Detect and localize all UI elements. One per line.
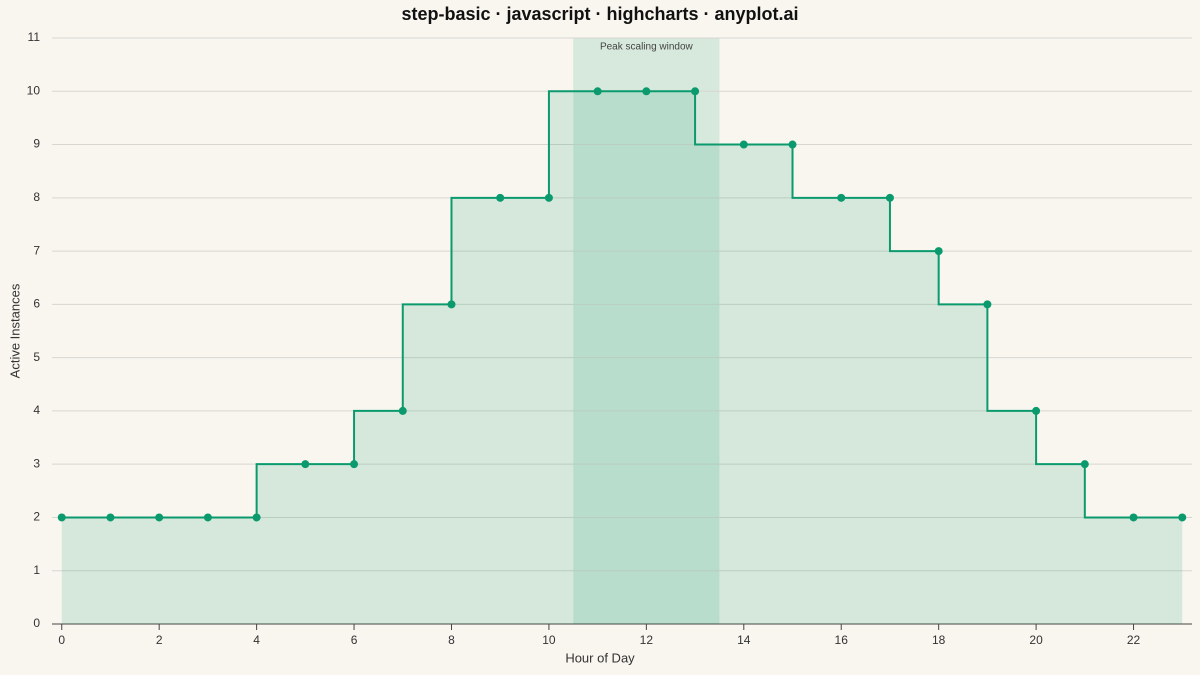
point <box>398 406 407 415</box>
x-tick-label: 14 <box>737 633 751 647</box>
y-tick-label: 9 <box>33 137 40 151</box>
x-tick-label: 8 <box>448 633 455 647</box>
point <box>1129 513 1138 522</box>
point <box>106 513 115 522</box>
point <box>642 87 651 96</box>
point <box>739 140 748 149</box>
point <box>252 513 261 522</box>
point <box>691 87 700 96</box>
point <box>788 140 797 149</box>
point <box>934 247 943 256</box>
y-tick-label: 5 <box>33 350 40 364</box>
point <box>837 193 846 202</box>
y-tick-label: 0 <box>33 616 40 630</box>
point <box>1032 406 1041 415</box>
y-tick-label: 2 <box>33 510 40 524</box>
point <box>301 460 310 469</box>
y-tick-label: 7 <box>33 243 40 257</box>
x-tick-label: 0 <box>58 633 65 647</box>
x-tick-label: 2 <box>156 633 163 647</box>
y-axis-label: Active Instances <box>7 283 22 378</box>
point <box>447 300 456 309</box>
x-axis-label: Hour of Day <box>565 650 635 665</box>
x-tick-label: 4 <box>253 633 260 647</box>
x-tick-label: 20 <box>1029 633 1043 647</box>
y-tick-label: 11 <box>28 30 41 44</box>
x-tick-label: 22 <box>1127 633 1141 647</box>
step-line <box>61 90 1183 519</box>
point <box>593 87 602 96</box>
point <box>350 460 359 469</box>
y-tick-label: 4 <box>33 403 40 417</box>
point <box>983 300 992 309</box>
y-tick-label: 1 <box>33 563 40 577</box>
y-tick-label: 3 <box>33 456 40 470</box>
step-area <box>61 91 1183 625</box>
x-tick-label: 18 <box>932 633 946 647</box>
plot-band-label: Peak scaling window <box>600 42 694 53</box>
x-tick-label: 12 <box>640 633 654 647</box>
point <box>155 513 164 522</box>
point <box>57 513 66 522</box>
chart-title: step-basic · javascript · highcharts · a… <box>401 4 798 24</box>
y-tick-label: 10 <box>27 83 41 97</box>
point <box>885 193 894 202</box>
point <box>203 513 212 522</box>
point <box>496 193 505 202</box>
point <box>1178 513 1187 522</box>
y-tick-label: 6 <box>33 297 40 311</box>
x-tick-label: 16 <box>835 633 849 647</box>
y-tick-label: 8 <box>33 190 40 204</box>
x-tick-label: 10 <box>542 633 556 647</box>
x-tick-label: 6 <box>351 633 358 647</box>
point <box>544 193 553 202</box>
point <box>1080 460 1089 469</box>
